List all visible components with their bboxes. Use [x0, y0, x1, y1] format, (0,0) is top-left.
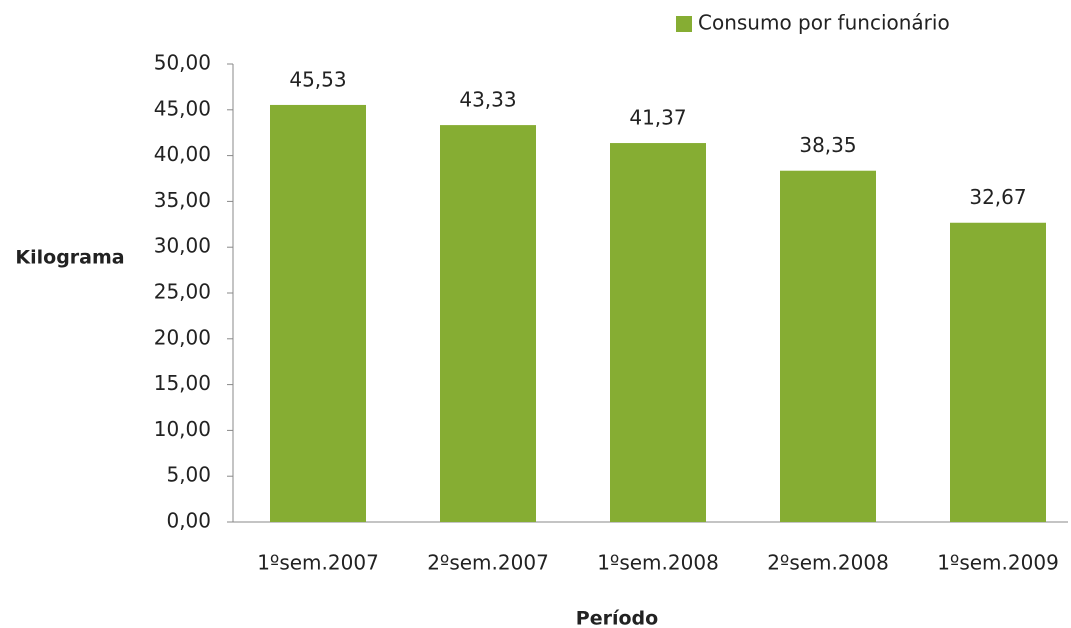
y-tick-label: 15,00: [154, 371, 211, 395]
y-tick-label: 10,00: [154, 417, 211, 441]
y-tick-label: 0,00: [166, 509, 211, 533]
data-label: 32,67: [969, 185, 1026, 209]
y-axis-title: Kilograma: [15, 247, 124, 269]
x-tick-label: 2ºsem.2008: [767, 551, 889, 575]
y-tick-label: 5,00: [166, 463, 211, 487]
x-axis-title: Período: [576, 608, 658, 628]
x-tick-label: 2ºsem.2007: [427, 551, 549, 575]
y-tick-label: 50,00: [154, 51, 211, 75]
y-tick-label: 45,00: [154, 96, 211, 120]
y-tick-label: 35,00: [154, 188, 211, 212]
y-tick-label: 40,00: [154, 142, 211, 166]
y-tick-label: 25,00: [154, 280, 211, 304]
bar: [440, 125, 536, 522]
data-label: 41,37: [629, 106, 686, 130]
bar: [950, 222, 1046, 522]
bar: [610, 143, 706, 523]
data-label: 38,35: [799, 133, 856, 157]
legend-swatch: [676, 16, 692, 32]
y-tick-label: 30,00: [154, 234, 211, 258]
data-label: 45,53: [289, 67, 346, 91]
x-tick-label: 1ºsem.2008: [597, 551, 719, 575]
bar: [780, 170, 876, 523]
legend-label: Consumo por funcionário: [698, 11, 950, 35]
x-tick-label: 1ºsem.2009: [937, 551, 1059, 575]
bar: [270, 104, 366, 523]
x-tick-label: 1ºsem.2007: [257, 551, 379, 575]
y-tick-label: 20,00: [154, 325, 211, 349]
data-label: 43,33: [459, 88, 516, 112]
